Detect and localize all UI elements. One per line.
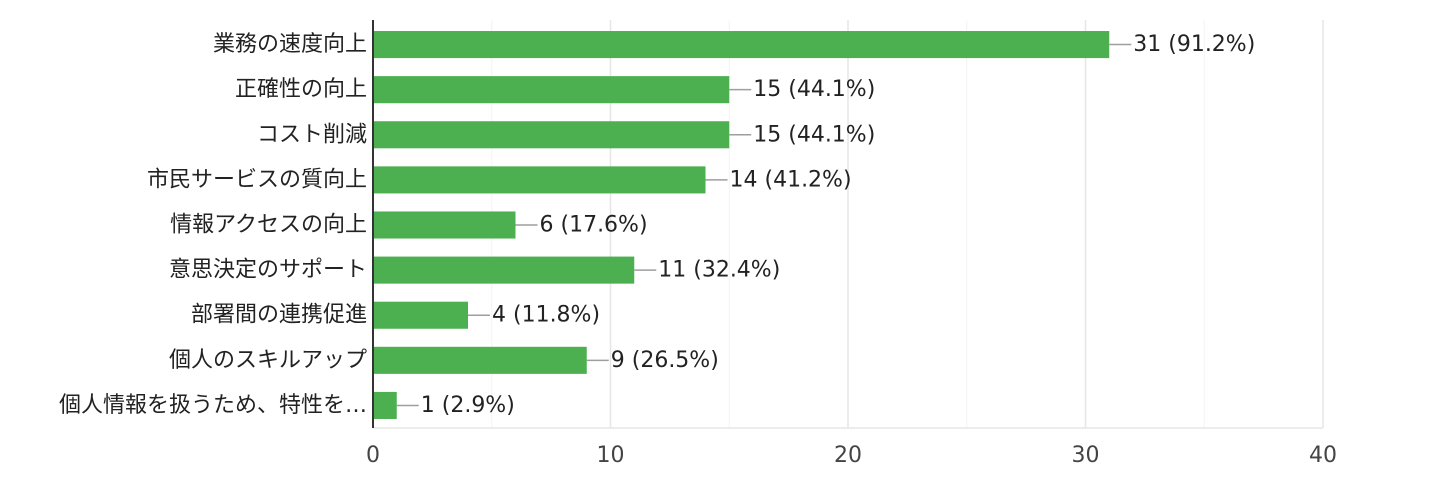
category-label: コスト削減 xyxy=(257,122,367,147)
category-label: 部署間の連携促進 xyxy=(191,303,367,328)
bar xyxy=(373,166,706,194)
category-label: 個人情報を扱うため、特性を… xyxy=(59,393,367,418)
category-label: 正確性の向上 xyxy=(235,77,367,102)
data-label: 15 (44.1%) xyxy=(753,122,875,147)
data-label: 9 (26.5%) xyxy=(611,348,719,373)
bar xyxy=(373,76,730,104)
bar xyxy=(373,121,730,149)
x-axis-ticks: 0 10 20 30 40 xyxy=(366,443,1337,468)
data-label: 4 (11.8%) xyxy=(492,303,600,328)
value-labels: 31 (91.2%) 15 (44.1%) 15 (44.1%) 14 (41.2%)… xyxy=(396,32,1255,418)
category-label: 意思決定のサポート xyxy=(169,258,367,283)
bar xyxy=(373,31,1110,59)
x-tick-label: 40 xyxy=(1309,443,1337,468)
data-label: 1 (2.9%) xyxy=(421,393,515,418)
bar xyxy=(373,256,635,284)
data-label: 11 (32.4%) xyxy=(658,258,780,283)
bar xyxy=(373,391,397,419)
bar xyxy=(373,301,468,329)
bars xyxy=(373,31,1110,419)
x-tick-label: 30 xyxy=(1072,443,1100,468)
x-tick-label: 0 xyxy=(366,443,380,468)
data-label: 6 (17.6%) xyxy=(540,213,648,238)
category-labels: 業務の速度向上正確性の向上コスト削減市民サービスの質向上情報アクセスの向上意思決… xyxy=(59,32,367,418)
category-label: 情報アクセスの向上 xyxy=(170,213,367,238)
bar xyxy=(373,346,587,374)
category-label: 業務の速度向上 xyxy=(213,32,367,57)
category-label: 個人のスキルアップ xyxy=(169,348,367,373)
category-label: 市民サービスの質向上 xyxy=(147,167,367,192)
x-tick-label: 20 xyxy=(834,443,862,468)
data-label: 14 (41.2%) xyxy=(730,167,852,192)
data-label: 15 (44.1%) xyxy=(753,77,875,102)
x-tick-label: 10 xyxy=(597,443,625,468)
bar xyxy=(373,211,516,239)
data-label: 31 (91.2%) xyxy=(1133,32,1255,57)
